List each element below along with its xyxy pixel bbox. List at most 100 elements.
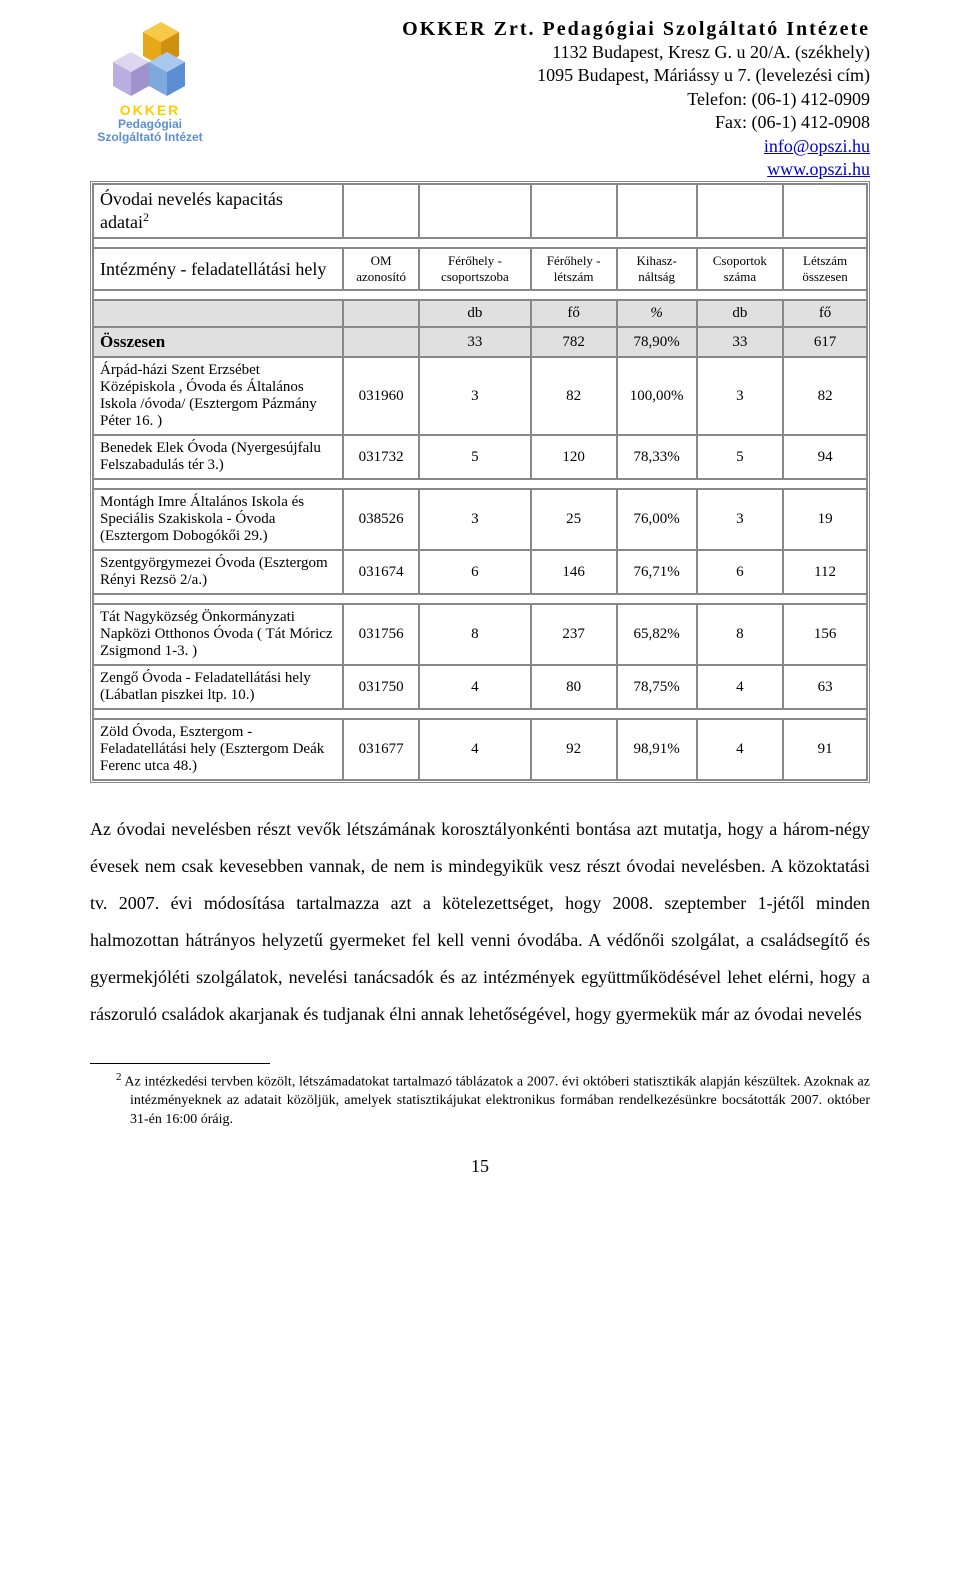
unit-db2: db — [697, 300, 784, 327]
header-row: Intézmény - feladatellátási hely OM azon… — [93, 248, 867, 290]
cell: 156 — [783, 604, 867, 665]
col-om: OM azonosító — [343, 248, 419, 290]
unit-fo1: fő — [531, 300, 617, 327]
spacer — [93, 594, 867, 604]
table-row: Zengő Óvoda - Feladatellátási hely (Lába… — [93, 665, 867, 709]
inst-name: Tát Nagyközség Önkormányzati Napközi Ott… — [93, 604, 343, 665]
cell: 80 — [531, 665, 617, 709]
cell: 038526 — [343, 489, 419, 550]
table-row: Árpád-házi Szent Erzsébet Középiskola , … — [93, 357, 867, 435]
footnote: 2 Az intézkedési tervben közölt, létszám… — [90, 1070, 870, 1130]
cell: 98,91% — [617, 719, 697, 780]
inst-name: Zöld Óvoda, Esztergom - Feladatellátási … — [93, 719, 343, 780]
table-row: Benedek Elek Óvoda (Nyergesújfalu Felsza… — [93, 435, 867, 479]
caption-row: Óvodai nevelés kapacitás adatai2 — [93, 184, 867, 238]
cell: 19 — [783, 489, 867, 550]
logo-cubes-icon — [105, 18, 195, 98]
cell: 5 — [419, 435, 530, 479]
cell: 4 — [697, 719, 784, 780]
spacer — [93, 290, 867, 300]
table-row: Montágh Imre Általános Iskola és Speciál… — [93, 489, 867, 550]
logo-text-okker: OKKER — [120, 102, 181, 118]
spacer — [93, 709, 867, 719]
cell: 237 — [531, 604, 617, 665]
cell: 82 — [783, 357, 867, 435]
cell: 4 — [419, 665, 530, 709]
cell: 3 — [697, 489, 784, 550]
unit-db1: db — [419, 300, 530, 327]
col-letszam: Létszám összesen — [783, 248, 867, 290]
table-caption: Óvodai nevelés kapacitás adatai2 — [93, 184, 343, 238]
body-paragraph: Az óvodai nevelésben részt vevők létszám… — [90, 811, 870, 1032]
cell: 3 — [419, 357, 530, 435]
col-kihasz: Kihasz-náltság — [617, 248, 697, 290]
email-link[interactable]: info@opszi.hu — [764, 136, 870, 156]
table-row: Zöld Óvoda, Esztergom - Feladatellátási … — [93, 719, 867, 780]
cell: 031677 — [343, 719, 419, 780]
cell: 3 — [697, 357, 784, 435]
cell: 8 — [419, 604, 530, 665]
fax: Fax: (06-1) 412-0908 — [402, 111, 870, 134]
footnote-separator — [90, 1063, 270, 1064]
oss-c4: 33 — [697, 327, 784, 357]
col-ferohely-l: Férőhely - létszám — [531, 248, 617, 290]
cell: 031960 — [343, 357, 419, 435]
unit-pct: % — [617, 300, 697, 327]
oss-c5: 617 — [783, 327, 867, 357]
cell: 120 — [531, 435, 617, 479]
cell: 76,00% — [617, 489, 697, 550]
cell: 031756 — [343, 604, 419, 665]
cell: 112 — [783, 550, 867, 594]
cell: 6 — [697, 550, 784, 594]
letterhead: OKKER Pedagógiai Szolgáltató Intézet OKK… — [90, 18, 870, 181]
cell: 100,00% — [617, 357, 697, 435]
cell: 4 — [697, 665, 784, 709]
cell: 8 — [697, 604, 784, 665]
inst-name: Szentgyörgymezei Óvoda (Esztergom Rényi … — [93, 550, 343, 594]
cell: 031732 — [343, 435, 419, 479]
inst-name: Montágh Imre Általános Iskola és Speciál… — [93, 489, 343, 550]
telephone: Telefon: (06-1) 412-0909 — [402, 88, 870, 111]
addr2: 1095 Budapest, Máriássy u 7. (levelezési… — [402, 64, 870, 87]
spacer — [93, 479, 867, 489]
cell: 6 — [419, 550, 530, 594]
table-row: Szentgyörgymezei Óvoda (Esztergom Rényi … — [93, 550, 867, 594]
cell: 76,71% — [617, 550, 697, 594]
www-link[interactable]: www.opszi.hu — [767, 159, 870, 179]
header-info: OKKER Zrt. Pedagógiai Szolgáltató Intéze… — [402, 18, 870, 181]
spacer — [93, 238, 867, 248]
caption-text: Óvodai nevelés kapacitás adatai — [100, 189, 283, 232]
oss-c1: 33 — [419, 327, 530, 357]
caption-sup: 2 — [143, 210, 149, 224]
cell: 92 — [531, 719, 617, 780]
units-row: db fő % db fő — [93, 300, 867, 327]
unit-fo2: fő — [783, 300, 867, 327]
cell: 5 — [697, 435, 784, 479]
cell: 4 — [419, 719, 530, 780]
capacity-table: Óvodai nevelés kapacitás adatai2 Intézmé… — [90, 181, 870, 783]
cell: 031750 — [343, 665, 419, 709]
col-ferohely-cs: Férőhely - csoportszoba — [419, 248, 530, 290]
cell: 63 — [783, 665, 867, 709]
cell: 91 — [783, 719, 867, 780]
table-row: Tát Nagyközség Önkormányzati Napközi Ott… — [93, 604, 867, 665]
cell: 78,75% — [617, 665, 697, 709]
document-page: OKKER Pedagógiai Szolgáltató Intézet OKK… — [0, 0, 960, 1217]
col-csoportok: Csoportok száma — [697, 248, 784, 290]
cell: 3 — [419, 489, 530, 550]
cell: 031674 — [343, 550, 419, 594]
osszesen-row: Összesen 33 782 78,90% 33 617 — [93, 327, 867, 357]
logo: OKKER Pedagógiai Szolgáltató Intézet — [90, 18, 210, 144]
inst-name: Zengő Óvoda - Feladatellátási hely (Lába… — [93, 665, 343, 709]
footnote-text: Az intézkedési tervben közölt, létszámad… — [122, 1074, 871, 1127]
cell: 78,33% — [617, 435, 697, 479]
cell: 25 — [531, 489, 617, 550]
logo-text-sub2: Szolgáltató Intézet — [97, 131, 202, 144]
osszesen-label: Összesen — [93, 327, 343, 357]
oss-c0 — [343, 327, 419, 357]
cell: 94 — [783, 435, 867, 479]
inst-name: Árpád-házi Szent Erzsébet Középiskola , … — [93, 357, 343, 435]
oss-c3: 78,90% — [617, 327, 697, 357]
inst-name: Benedek Elek Óvoda (Nyergesújfalu Felsza… — [93, 435, 343, 479]
cell: 65,82% — [617, 604, 697, 665]
